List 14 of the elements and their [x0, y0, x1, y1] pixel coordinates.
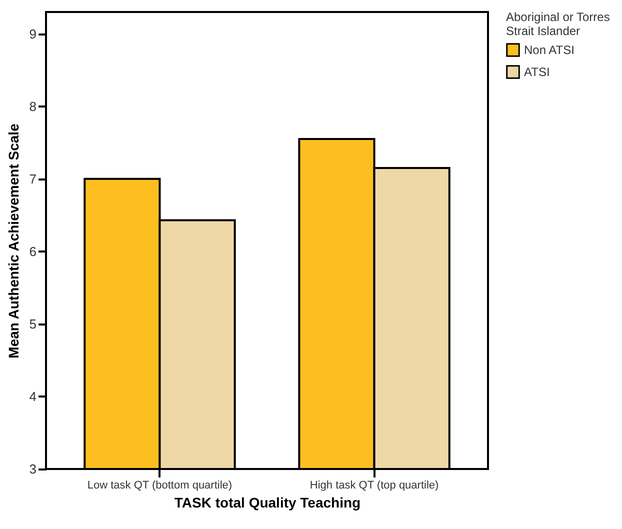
x-tick-label: High task QT (top quartile)	[310, 480, 439, 492]
legend-label: Non ATSI	[524, 43, 574, 57]
y-tick-label: 3	[29, 462, 36, 476]
x-axis-title: TASK total Quality Teaching	[174, 494, 361, 510]
y-tick-label: 5	[29, 316, 36, 332]
y-tick-label: 9	[29, 26, 36, 42]
x-tick-label: Low task QT (bottom quartile)	[87, 480, 232, 492]
y-axis-title: Mean Authentic Achievement Scale	[5, 123, 22, 358]
legend-title: Aboriginal or Torres Strait Islander	[506, 10, 610, 38]
legend-label: ATSI	[524, 65, 550, 79]
y-tick-label: 8	[29, 98, 36, 114]
y-tick-label: 7	[29, 171, 36, 186]
y-tick-label: 4	[29, 388, 36, 404]
y-tick-label: 6	[29, 244, 36, 259]
